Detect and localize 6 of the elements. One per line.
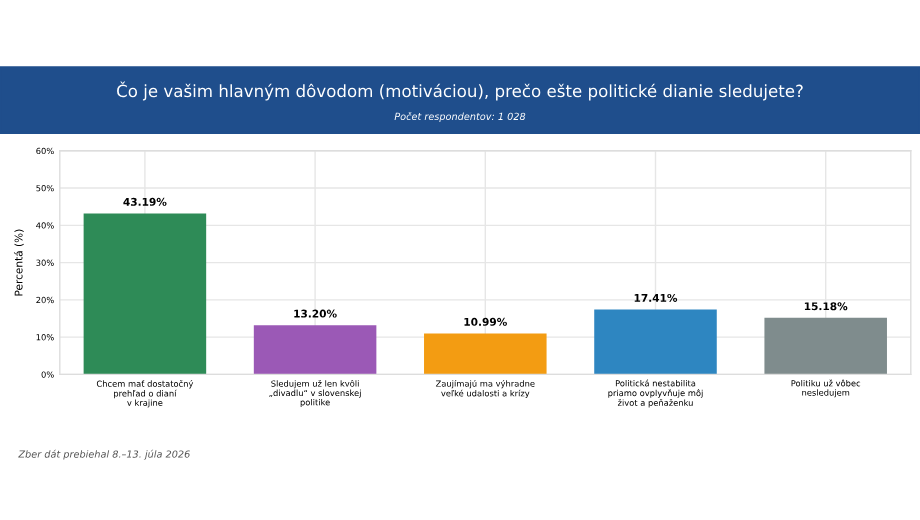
bar: [253, 325, 377, 375]
chart-title: Čo je vašim hlavným dôvodom (motiváciou), prečo ešte politické dianie sledujete?: [117, 81, 803, 101]
bar: [424, 333, 547, 375]
bar: [594, 309, 717, 375]
bar: [764, 317, 887, 375]
bar: [83, 213, 207, 375]
